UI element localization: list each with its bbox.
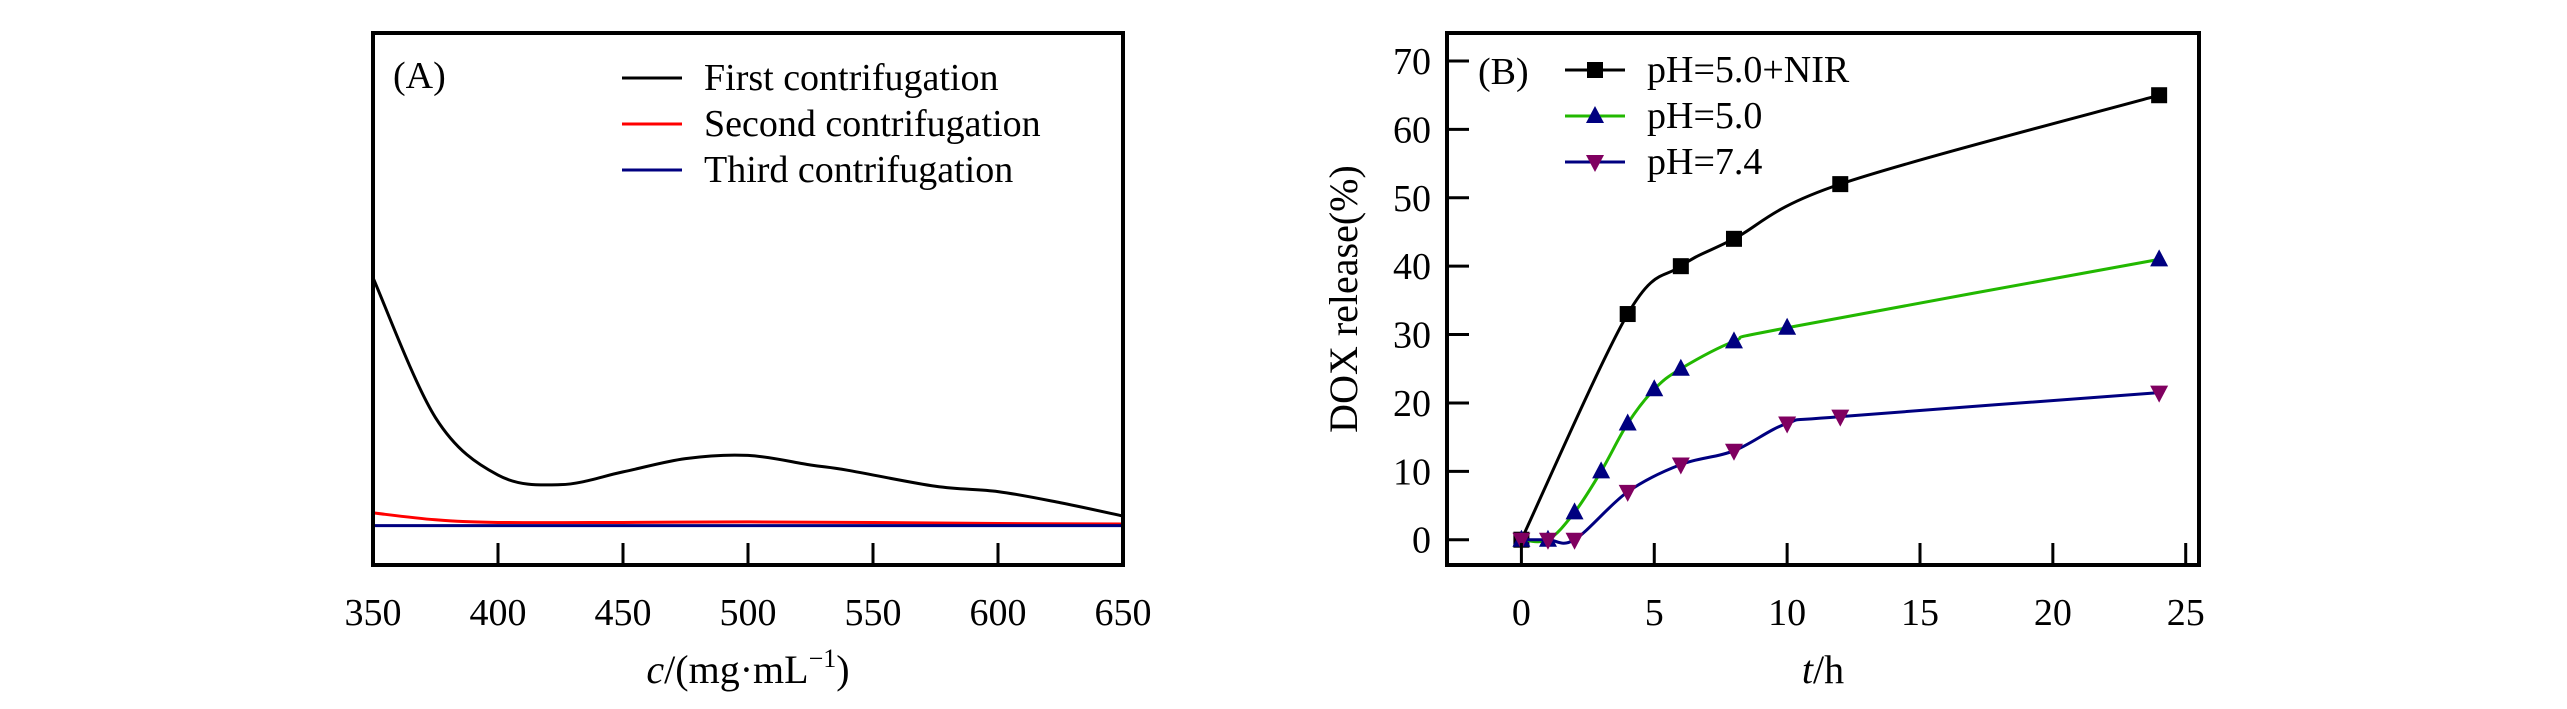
legend-label: Third contrifugation (704, 149, 1013, 191)
legend-item-1: Second contrifugation (622, 103, 1041, 145)
x-axis-label-close: ) (836, 647, 849, 692)
x-tick-label: 500 (720, 592, 777, 634)
x-tick-label: 400 (470, 592, 527, 634)
legend-item-0: pH=5.0+NIR (1565, 49, 1850, 91)
panel-label: (A) (393, 55, 446, 97)
data-point-0-5 (2151, 87, 2168, 104)
x-tick-label: 350 (345, 592, 402, 634)
x-tick-label: 600 (970, 592, 1027, 634)
data-point-1-9 (2150, 249, 2169, 267)
data-point-2-0 (1512, 532, 1531, 550)
panel-b: 0 5 10 15 20 25 0 10 20 30 40 50 60 70 t/h DOX release(… (1321, 31, 2205, 692)
x-axis-label-unit: /(mg·mL (664, 647, 808, 692)
panel-label: (B) (1478, 51, 1529, 93)
data-point-1-7 (1724, 331, 1743, 349)
y-tick-label: 60 (1393, 109, 1431, 151)
y-tick-label: 40 (1393, 246, 1431, 288)
legend-label: pH=7.4 (1647, 141, 1762, 183)
panel-a: 350 400 450 500 550 600 650 c/(mg·mL−1) (A) First… (345, 31, 1152, 692)
x-axis-label-unit: /h (1813, 647, 1844, 692)
x-tick-label: 0 (1512, 592, 1531, 634)
data-point-1-3 (1592, 461, 1611, 479)
y-tick-label: 10 (1393, 451, 1431, 493)
x-tick-label: 20 (2034, 592, 2072, 634)
x-axis-label-var: c (646, 647, 664, 692)
legend-item-0: First contrifugation (622, 57, 998, 99)
data-point-1-2 (1565, 502, 1584, 520)
x-tick-label: 650 (1095, 592, 1152, 634)
data-point-2-7 (1831, 409, 1850, 427)
data-point-2-1 (1538, 532, 1557, 550)
y-tick-label: 30 (1393, 315, 1431, 357)
x-axis-label-var: t (1802, 647, 1814, 692)
data-point-1-5 (1645, 379, 1664, 397)
legend-marker (1586, 155, 1604, 172)
data-point-2-3 (1618, 484, 1637, 502)
y-axis-label: DOX release(%) (1321, 165, 1366, 433)
x-axis-label-sup: −1 (809, 644, 837, 673)
series-line-0 (371, 277, 1124, 518)
data-point-2-2 (1565, 532, 1584, 550)
legend-marker (1587, 62, 1603, 78)
data-point-2-8 (2150, 385, 2169, 403)
x-tick-label: 450 (595, 592, 652, 634)
x-tick-label: 5 (1645, 592, 1664, 634)
y-tick-label: 0 (1412, 520, 1431, 562)
x-tick-label: 25 (2167, 592, 2205, 634)
data-point-1-6 (1671, 358, 1690, 376)
data-point-0-1 (1619, 306, 1636, 323)
y-tick-label: 50 (1393, 178, 1431, 220)
data-point-2-4 (1671, 457, 1690, 475)
legend-label: pH=5.0+NIR (1647, 49, 1850, 91)
y-tick-label: 20 (1393, 383, 1431, 425)
x-tick-label: 15 (1901, 592, 1939, 634)
legend-marker (1586, 106, 1604, 123)
series-line-2 (1521, 391, 2160, 545)
legend-label: pH=5.0 (1647, 95, 1762, 137)
x-axis-label: c/(mg·mL−1) (646, 644, 849, 692)
x-tick-label: 550 (845, 592, 902, 634)
legend-item-2: Third contrifugation (622, 149, 1013, 191)
data-point-1-4 (1618, 413, 1637, 431)
series-line-1 (372, 511, 1124, 526)
data-point-1-8 (1778, 317, 1797, 335)
data-point-0-4 (1832, 176, 1849, 193)
y-tick-label: 70 (1393, 41, 1431, 83)
legend-item-1: pH=5.0 (1565, 95, 1762, 137)
legend-label: Second contrifugation (704, 103, 1041, 145)
data-point-0-2 (1672, 258, 1689, 275)
data-point-0-3 (1725, 230, 1742, 247)
x-axis-label: t/h (1802, 647, 1844, 692)
legend-label: First contrifugation (704, 57, 998, 99)
plot-frame (1445, 31, 2201, 567)
data-point-2-5 (1724, 443, 1743, 461)
data-point-2-6 (1778, 416, 1797, 434)
x-tick-label: 10 (1768, 592, 1806, 634)
series-line-0 (1520, 93, 2160, 541)
legend-item-2: pH=7.4 (1565, 141, 1762, 183)
